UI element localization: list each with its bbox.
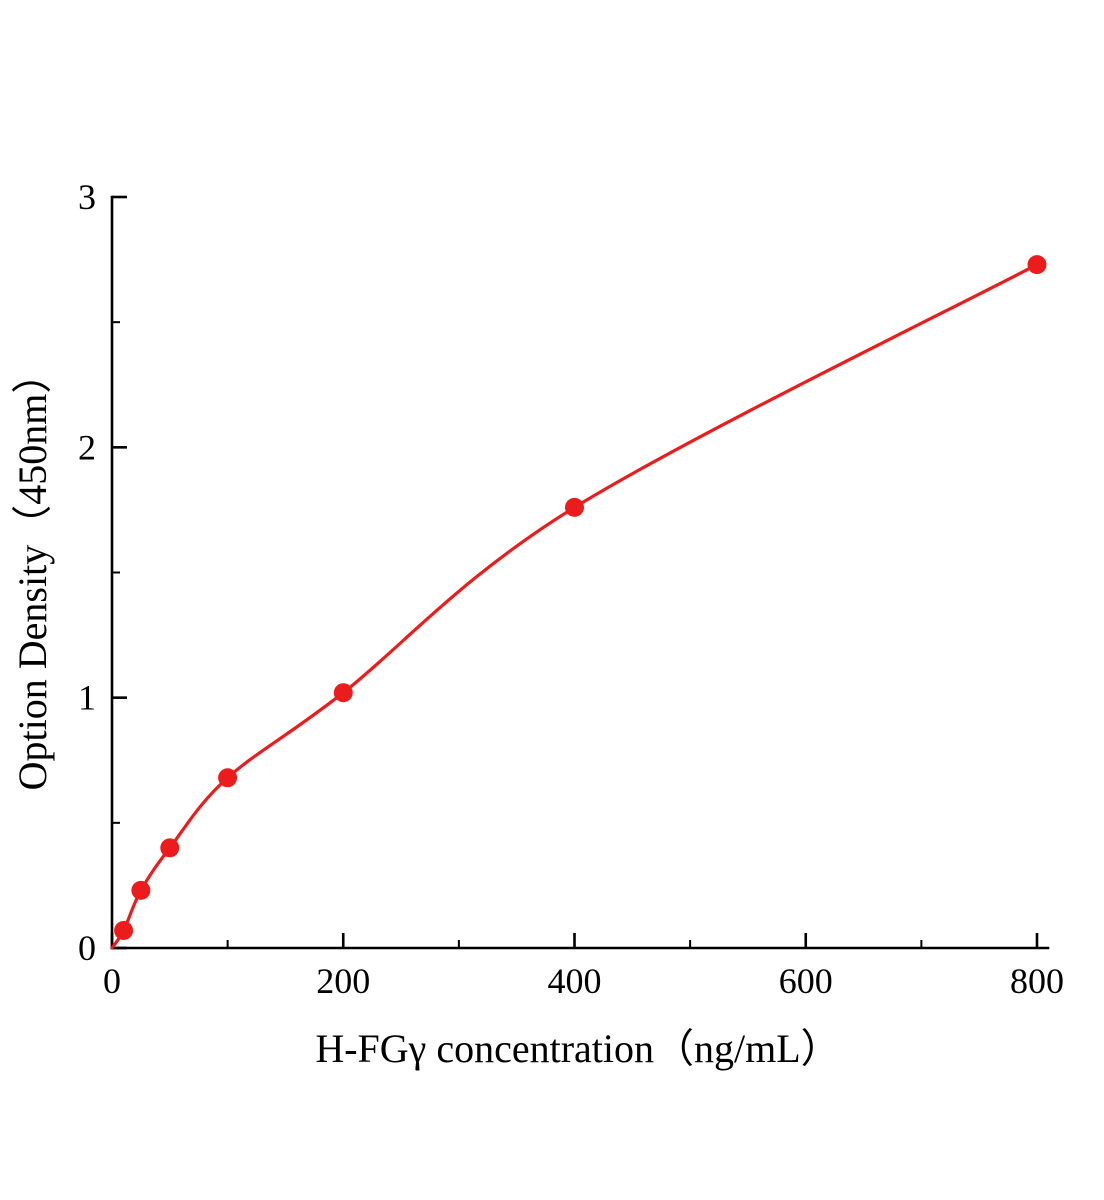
y-axis-title: Option Density（450nm） [10, 354, 55, 791]
y-tick-label: 1 [78, 678, 96, 718]
y-tick-label: 3 [78, 177, 96, 217]
x-tick-label: 600 [779, 961, 833, 1001]
y-tick-label: 2 [78, 427, 96, 467]
x-axis-title: H-FGγ concentration（ng/mL） [315, 1026, 840, 1071]
data-point [160, 838, 180, 858]
y-tick-label: 0 [78, 928, 96, 968]
data-point [114, 921, 134, 940]
x-tick-label: 0 [103, 961, 121, 1001]
data-point [333, 683, 353, 703]
fit-curve [110, 263, 1039, 950]
plot-area: 0 200 400 600 800 0 1 2 3 [78, 177, 1064, 1001]
data-point [131, 880, 151, 900]
x-tick-label: 200 [316, 961, 370, 1001]
data-point [565, 497, 584, 517]
x-tick-label: 400 [548, 961, 602, 1001]
x-tick-label: 800 [1010, 961, 1064, 1001]
data-point [1027, 255, 1047, 275]
data-point [218, 768, 238, 788]
